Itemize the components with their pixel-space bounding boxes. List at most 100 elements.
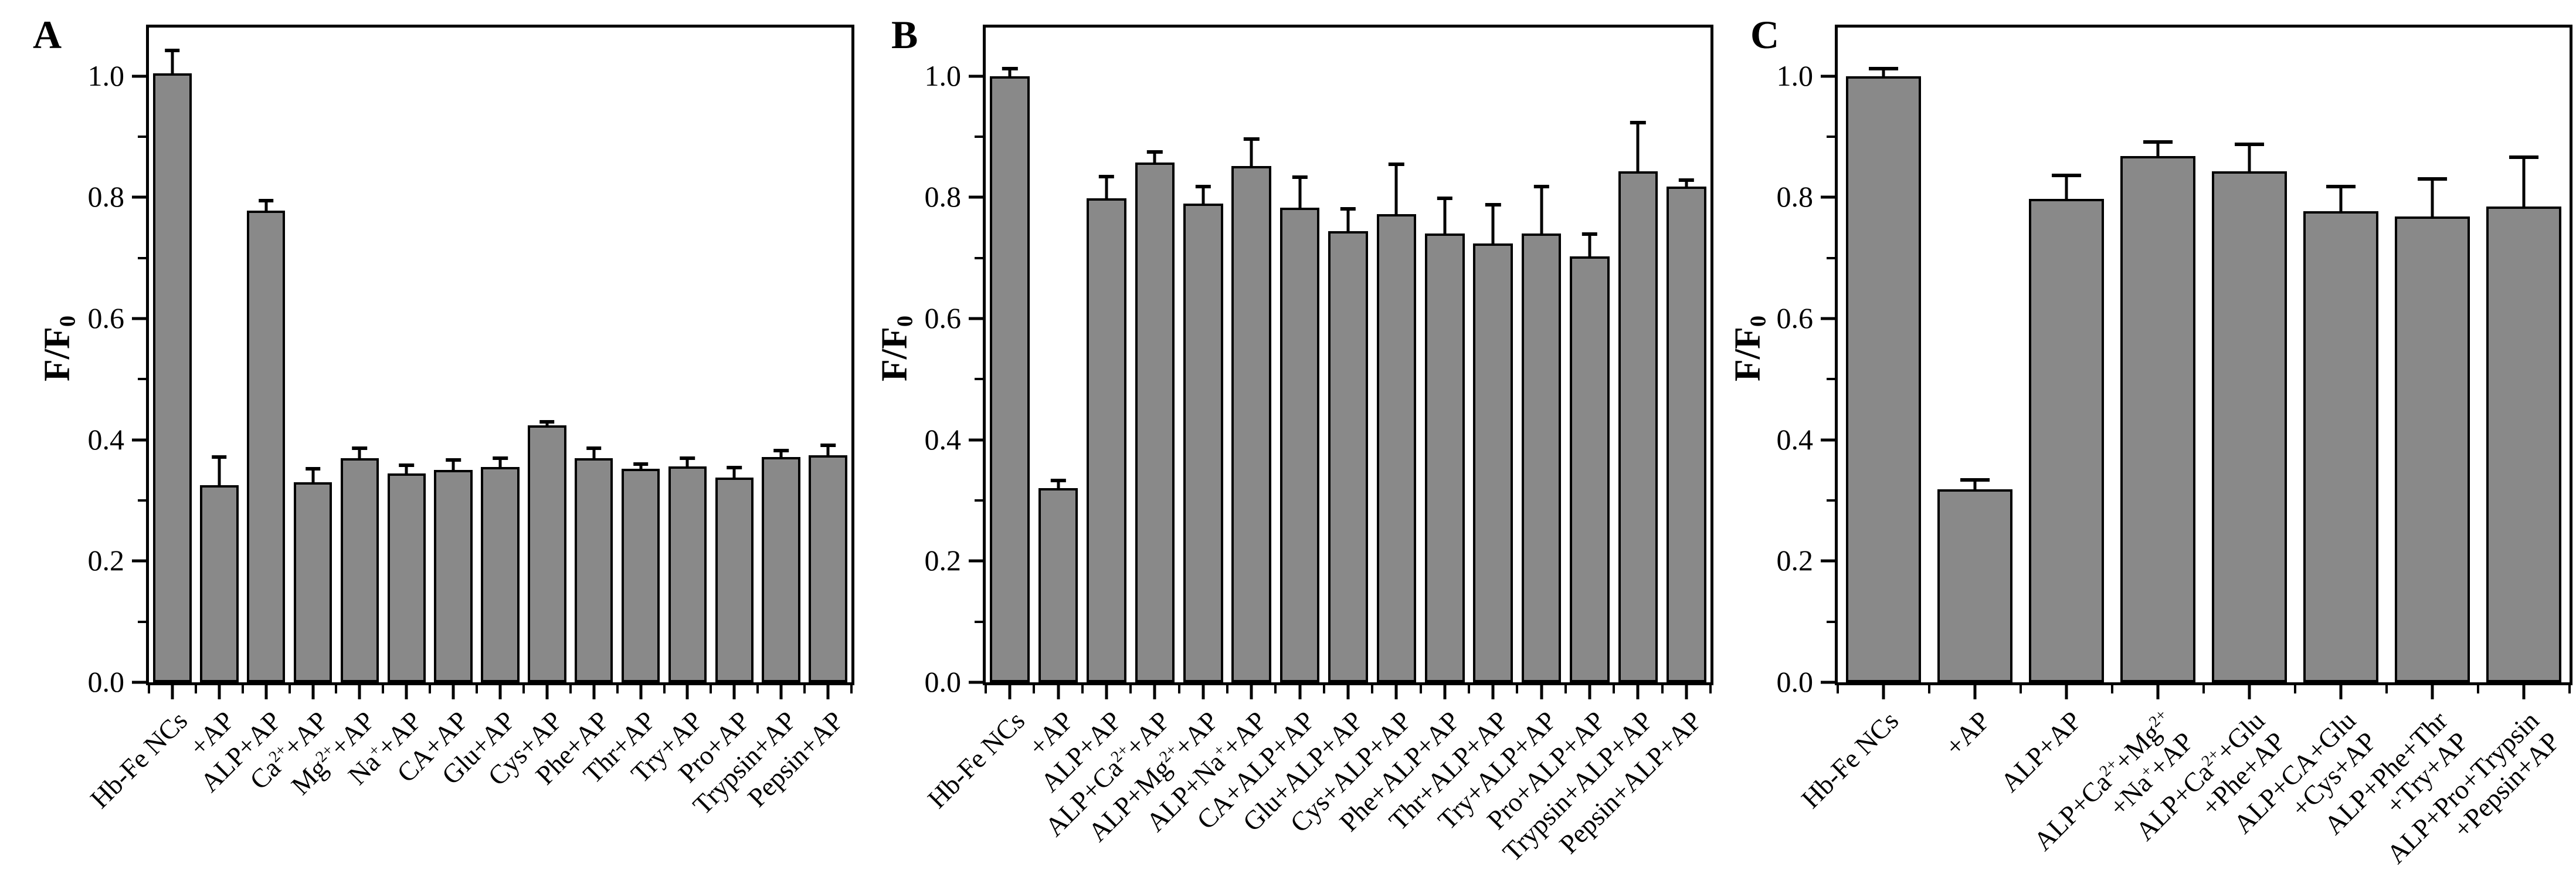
- y-tick-label: 0.4: [924, 422, 962, 456]
- x-minor-tick: [288, 685, 291, 693]
- y-major-tick: [1821, 559, 1835, 563]
- error-bar-cap: [1147, 150, 1163, 154]
- x-minor-tick: [429, 685, 432, 693]
- x-major-tick: [1346, 685, 1350, 699]
- x-major-tick: [498, 685, 502, 699]
- error-bar-cap: [633, 462, 649, 466]
- y-tick-label: 0.4: [1776, 422, 1814, 456]
- y-tick-label: 0.6: [87, 301, 125, 334]
- panel-a: A F/F0 0.0 0.2 0.4 0.6 0.8 1.0 Hb-Fe NCs +AP ALP…: [0, 0, 858, 830]
- bar: [1087, 198, 1126, 682]
- x-major-tick: [592, 685, 596, 699]
- error-bar-line: [779, 451, 783, 459]
- error-bar-cap: [2418, 177, 2447, 181]
- x-major-tick: [1008, 685, 1012, 699]
- error-bar-cap: [1485, 202, 1501, 207]
- bar: [1473, 243, 1513, 682]
- error-bar-line: [2248, 144, 2251, 174]
- x-minor-tick: [1709, 685, 1712, 693]
- y-tick-label: 1.0: [1776, 59, 1814, 92]
- x-major-tick: [405, 685, 408, 699]
- y-major-tick: [1821, 317, 1835, 320]
- bar: [1667, 186, 1706, 682]
- panel-b: B F/F0 0.0 0.2 0.4 0.6 0.8 1.0 Hb-Fe NCs +AP ALP…: [858, 0, 1717, 867]
- error-bar-cap: [539, 419, 555, 424]
- x-major-tick: [1443, 685, 1447, 699]
- x-minor-tick: [850, 685, 853, 693]
- x-minor-tick: [1419, 685, 1422, 693]
- y-major-tick: [969, 317, 983, 320]
- y-major-tick: [132, 438, 146, 442]
- error-bar-cap: [399, 463, 415, 468]
- error-bar-line: [1588, 234, 1591, 258]
- x-minor-tick: [1274, 685, 1277, 693]
- x-major-tick: [1540, 685, 1543, 699]
- error-bar-cap: [1678, 178, 1694, 182]
- error-bar-cap: [2235, 143, 2264, 147]
- y-major-tick: [1821, 438, 1835, 442]
- y-major-tick: [132, 75, 146, 78]
- y-tick-label: 0.8: [87, 180, 125, 214]
- x-minor-tick: [1322, 685, 1325, 693]
- error-bar-line: [1250, 139, 1253, 168]
- error-bar-line: [1057, 480, 1060, 490]
- error-bar-cap: [1960, 478, 1990, 482]
- x-major-tick: [639, 685, 643, 699]
- bar: [434, 470, 473, 682]
- panel-letter-a: A: [33, 12, 62, 57]
- error-bar-line: [592, 448, 596, 461]
- bar: [1425, 234, 1465, 682]
- x-major-tick: [1057, 685, 1060, 699]
- error-bar-line: [452, 459, 455, 472]
- error-bar-line: [1636, 123, 1640, 174]
- error-bar-line: [826, 445, 830, 457]
- bar: [153, 73, 192, 682]
- bar: [1937, 489, 2012, 682]
- error-bar-cap: [1050, 478, 1066, 482]
- y-major-tick: [132, 681, 146, 684]
- x-minor-tick: [663, 685, 666, 693]
- x-minor-tick: [1564, 685, 1567, 693]
- bar: [293, 482, 332, 682]
- bar: [1231, 165, 1271, 682]
- error-bar-line: [685, 458, 689, 469]
- bar: [1135, 163, 1175, 682]
- error-bar-cap: [1002, 67, 1018, 71]
- error-bar-cap: [1244, 137, 1260, 141]
- x-tick-label: Hb-Fe NCs: [84, 705, 194, 814]
- error-bar-cap: [2052, 174, 2081, 178]
- y-minor-tick: [138, 136, 146, 138]
- y-minor-tick: [138, 256, 146, 259]
- x-major-tick: [1685, 685, 1688, 699]
- y-minor-tick: [1827, 499, 1835, 502]
- y-minor-tick: [1827, 620, 1835, 623]
- x-tick-label: Hb-Fe NCs: [1796, 705, 1905, 814]
- error-bar-line: [732, 468, 736, 480]
- bar: [481, 467, 520, 682]
- x-major-tick: [1298, 685, 1302, 699]
- y-minor-tick: [1827, 256, 1835, 259]
- bar: [2486, 206, 2561, 682]
- y-minor-tick: [975, 499, 983, 502]
- x-minor-tick: [1033, 685, 1036, 693]
- bar: [1570, 256, 1610, 682]
- x-minor-tick: [335, 685, 338, 693]
- x-major-tick: [2339, 685, 2343, 699]
- x-minor-tick: [2020, 685, 2022, 693]
- x-minor-tick: [2385, 685, 2388, 693]
- bar: [1038, 488, 1078, 682]
- bar: [621, 469, 660, 682]
- y-minor-tick: [975, 620, 983, 623]
- x-major-tick: [1491, 685, 1495, 699]
- x-major-tick: [2431, 685, 2434, 699]
- panel-letter-c: C: [1750, 12, 1780, 57]
- x-major-tick: [2065, 685, 2068, 699]
- x-minor-tick: [756, 685, 759, 693]
- error-bar-line: [1008, 69, 1012, 79]
- error-bar-line: [1443, 198, 1447, 236]
- y-tick-label: 0.8: [924, 180, 962, 214]
- error-bar-line: [405, 465, 408, 475]
- x-minor-tick: [1468, 685, 1470, 693]
- error-bar-cap: [1533, 184, 1549, 188]
- error-bar-line: [1540, 186, 1543, 236]
